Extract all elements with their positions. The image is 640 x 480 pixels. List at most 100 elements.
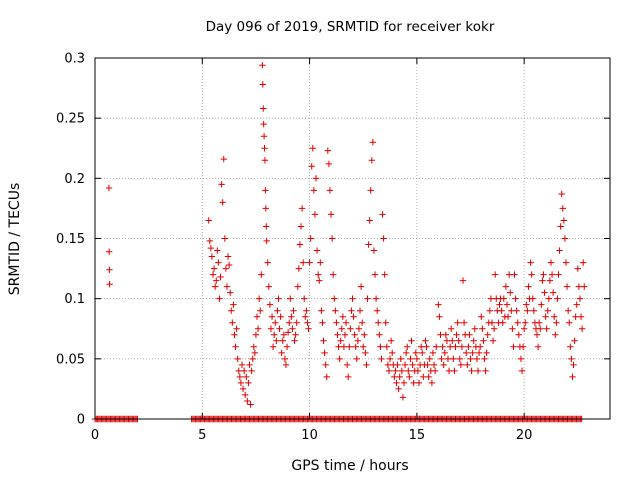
data-point — [218, 181, 225, 188]
data-point — [264, 259, 271, 266]
data-point — [455, 337, 462, 344]
data-point — [332, 307, 339, 314]
data-point — [293, 319, 300, 326]
data-point — [323, 373, 330, 381]
data-point — [280, 331, 288, 338]
data-point — [230, 301, 237, 308]
data-point — [451, 367, 458, 375]
data-point — [289, 325, 296, 332]
data-point — [361, 331, 368, 338]
data-point — [412, 349, 420, 357]
data-point — [401, 361, 409, 369]
data-point — [321, 349, 328, 357]
data-point — [519, 343, 527, 350]
data-point — [222, 265, 230, 272]
data-point — [288, 313, 295, 320]
data-point — [514, 319, 521, 326]
data-point — [556, 247, 563, 254]
data-point — [217, 273, 224, 281]
data-point — [229, 319, 236, 326]
data-point — [233, 325, 240, 332]
data-point — [541, 289, 548, 296]
data-point — [317, 259, 324, 266]
data-point — [105, 184, 113, 192]
data-point — [581, 283, 588, 290]
data-point — [226, 289, 234, 296]
data-point — [466, 331, 473, 338]
data-point — [456, 355, 463, 363]
y-axis-label: SRMTID / TECUs — [7, 183, 23, 296]
data-point — [221, 235, 229, 242]
data-point — [435, 301, 442, 308]
data-point — [470, 337, 477, 344]
data-point — [524, 307, 531, 314]
data-point — [305, 325, 312, 332]
data-point — [510, 343, 517, 350]
data-point — [578, 325, 586, 332]
data-point — [319, 319, 326, 326]
data-point — [537, 325, 544, 332]
data-point — [513, 307, 520, 314]
data-point — [352, 343, 359, 350]
data-point — [554, 295, 561, 302]
y-tick-label: 0.15 — [56, 232, 85, 247]
data-point — [543, 325, 550, 332]
data-point — [353, 355, 360, 363]
data-point — [535, 319, 543, 326]
y-tick-label: 0 — [77, 413, 85, 428]
data-point — [429, 349, 437, 357]
data-point — [533, 331, 541, 338]
data-point — [255, 295, 263, 302]
data-point — [322, 361, 329, 369]
data-point — [463, 349, 470, 357]
data-point — [407, 355, 414, 363]
data-point — [489, 337, 497, 344]
data-point — [259, 62, 266, 69]
data-point — [386, 355, 394, 363]
data-point — [209, 271, 217, 278]
data-point — [331, 295, 338, 302]
data-point — [105, 248, 113, 255]
data-point — [534, 343, 542, 350]
data-point — [278, 349, 285, 357]
data-point — [369, 139, 377, 146]
data-point — [308, 163, 315, 170]
data-point — [358, 319, 366, 326]
data-point — [373, 307, 381, 314]
data-point — [275, 295, 282, 302]
data-point — [333, 319, 340, 326]
data-point — [259, 81, 267, 88]
data-point — [272, 319, 279, 326]
data-point — [310, 187, 318, 194]
data-point — [473, 355, 481, 363]
y-tick-label: 0.3 — [64, 52, 85, 67]
data-point — [393, 379, 400, 387]
data-point — [460, 319, 468, 326]
data-point — [239, 385, 247, 393]
data-point — [579, 259, 587, 266]
data-point — [311, 211, 319, 218]
data-point — [422, 337, 429, 344]
data-point — [568, 355, 575, 363]
data-point — [488, 319, 496, 326]
data-point — [438, 355, 445, 363]
data-point — [508, 307, 515, 314]
data-point — [436, 313, 443, 320]
data-point — [480, 337, 487, 344]
data-point — [346, 343, 353, 350]
data-point — [449, 337, 456, 344]
data-point — [388, 349, 396, 357]
data-point — [378, 355, 385, 363]
data-point — [314, 271, 322, 278]
data-point — [303, 307, 310, 314]
data-point — [347, 325, 354, 332]
data-point — [419, 349, 426, 357]
data-point — [520, 325, 528, 332]
data-point — [364, 295, 371, 302]
data-point — [284, 329, 292, 336]
data-point — [484, 331, 491, 338]
data-point — [502, 283, 510, 290]
data-point — [450, 355, 457, 363]
data-point — [282, 361, 290, 369]
data-point — [507, 289, 514, 296]
